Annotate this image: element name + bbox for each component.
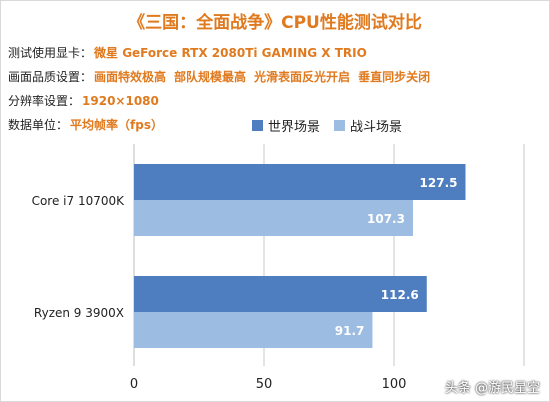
legend-swatch-world-scene: [252, 120, 263, 131]
bar-value-label: 107.3: [367, 212, 405, 226]
bar: [134, 200, 413, 236]
bar-value-label: 127.5: [420, 176, 458, 190]
info-label: 画面品质设置：: [8, 70, 93, 84]
category-label: Ryzen 9 3900X: [34, 306, 124, 320]
bar: [134, 312, 373, 348]
legend-item-world-scene: 世界场景: [252, 116, 320, 135]
category-label: Core i7 10700K: [32, 194, 126, 208]
info-label: 分辨率设置：: [8, 94, 81, 108]
bar-value-label: 112.6: [381, 288, 419, 302]
legend: 世界场景 战斗场景: [252, 116, 416, 135]
x-tick-label: 0: [130, 377, 138, 392]
watermark: 头条 @游民星空: [444, 381, 540, 396]
info-line: 分辨率设置： 1920×1080: [8, 92, 159, 109]
x-tick-label: 100: [382, 377, 407, 392]
info-line: 测试使用显卡： 微星 GeForce RTX 2080Ti GAMING X TR…: [8, 44, 367, 61]
info-value: 光滑表面反光开启: [254, 70, 351, 84]
legend-label-world-scene: 世界场景: [268, 120, 321, 135]
chart-title: 《三国：全面战争》CPU性能测试对比: [128, 13, 422, 33]
x-tick-label: 50: [256, 377, 273, 392]
bar-value-label: 91.7: [335, 324, 365, 338]
info-label: 数据单位：: [8, 118, 69, 132]
info-line: 数据单位： 平均帧率（fps）: [8, 116, 163, 133]
info-value: 微星 GeForce RTX 2080Ti GAMING X TRIO: [94, 46, 367, 60]
bar: [134, 164, 466, 200]
legend-swatch-battle-scene: [334, 120, 346, 131]
info-value: 平均帧率（fps）: [70, 118, 163, 132]
info-value: 1920×1080: [82, 94, 159, 108]
info-value: 画面特效极高: [94, 70, 167, 84]
info-value: 垂直同步关闭: [358, 70, 431, 84]
info-label: 测试使用显卡：: [8, 46, 93, 60]
legend-label-battle-scene: 战斗场景: [350, 120, 403, 135]
info-value: 部队规模最高: [174, 70, 247, 84]
legend-item-battle-scene: 战斗场景: [334, 116, 402, 135]
info-line: 画面品质设置： 画面特效极高 部队规模最高 光滑表面反光开启 垂直同步关闭: [8, 68, 430, 85]
bar: [134, 276, 427, 312]
